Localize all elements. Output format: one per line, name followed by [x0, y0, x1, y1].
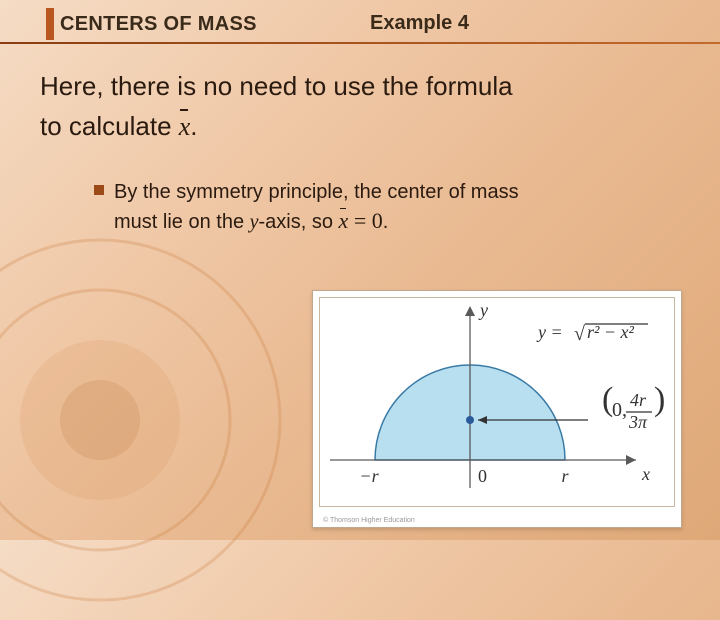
header-underline	[0, 42, 720, 44]
svg-text:√: √	[574, 323, 585, 345]
eq-zero: = 0	[348, 208, 382, 233]
main-paragraph: Here, there is no need to use the formul…	[40, 66, 680, 148]
semicircle-diagram: yx−r0ry = √r² − x²(0,4r3π)	[320, 298, 676, 508]
svg-text:y =: y =	[536, 322, 563, 342]
svg-text:0,: 0,	[612, 399, 627, 421]
header-accent	[46, 8, 54, 40]
svg-text:r: r	[561, 466, 569, 486]
figure-inner-border: yx−r0ry = √r² − x²(0,4r3π)	[319, 297, 675, 507]
background-decoration	[0, 220, 300, 620]
section-title: CENTERS OF MASS	[60, 13, 257, 36]
bullet-text: By the symmetry principle, the center of…	[114, 178, 519, 237]
bullet-line-1: By the symmetry principle, the center of…	[114, 181, 519, 203]
svg-text:−r: −r	[359, 466, 379, 486]
y-italic: y	[250, 211, 259, 233]
bullet-line-2-suffix: .	[383, 211, 389, 233]
svg-text:4r: 4r	[630, 390, 647, 410]
bullet-block: By the symmetry principle, the center of…	[40, 178, 680, 237]
main-line-1: Here, there is no need to use the formul…	[40, 71, 513, 101]
content-area: Here, there is no need to use the formul…	[0, 48, 720, 236]
svg-text:x: x	[641, 464, 650, 484]
bullet-line-2-prefix: must lie on the	[114, 211, 250, 233]
main-line-2-prefix: to calculate	[40, 111, 179, 141]
svg-text:y: y	[478, 300, 488, 320]
header-bar: CENTERS OF MASS Example 4	[0, 0, 720, 48]
svg-text:r² − x²: r² − x²	[587, 322, 635, 342]
xbar-symbol-2: x	[339, 206, 349, 237]
svg-text:): )	[654, 381, 665, 418]
bullet-line-2-mid: -axis, so	[259, 211, 339, 233]
main-line-2-suffix: .	[190, 111, 197, 141]
example-label: Example 4	[370, 12, 469, 35]
xbar-symbol: x	[179, 107, 191, 147]
figure-credit: © Thomson Higher Education	[323, 517, 415, 524]
svg-text:3π: 3π	[628, 412, 648, 432]
svg-text:0: 0	[478, 466, 487, 486]
bullet-icon	[94, 185, 104, 195]
figure-container: yx−r0ry = √r² − x²(0,4r3π) © Thomson Hig…	[312, 290, 682, 528]
